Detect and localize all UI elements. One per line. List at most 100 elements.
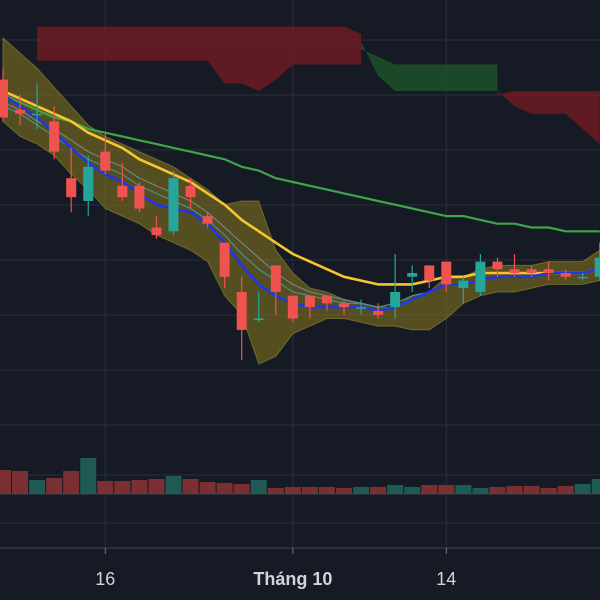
candle <box>100 132 111 175</box>
x-tick-label: Tháng 10 <box>253 569 332 589</box>
candle <box>253 291 264 323</box>
x-tick-label: 16 <box>95 569 115 589</box>
candle-body <box>49 121 60 152</box>
candle <box>526 265 537 277</box>
candle <box>509 254 520 277</box>
candle <box>475 254 486 296</box>
candle <box>441 261 452 292</box>
candle-body <box>304 295 315 308</box>
candle-body <box>117 185 128 198</box>
volume-bar <box>0 470 11 494</box>
candle-body <box>356 307 367 309</box>
candle <box>390 254 401 319</box>
candle <box>151 216 162 239</box>
candle-body <box>475 261 486 292</box>
candle-body <box>424 265 435 281</box>
ma-yellow-line <box>2 89 600 286</box>
candle <box>0 68 8 122</box>
volume-bar <box>80 458 97 494</box>
candle-body <box>0 79 8 118</box>
candle-body <box>32 113 43 116</box>
candle-body <box>390 291 401 308</box>
candle-body <box>66 178 77 198</box>
candle-body <box>407 273 418 277</box>
cloud-bear <box>37 26 362 92</box>
candle <box>373 303 384 319</box>
volume-bar <box>29 480 46 494</box>
volume-bar <box>97 481 114 494</box>
volume-bar <box>199 482 216 494</box>
cloud-bear <box>497 91 600 145</box>
x-axis: 16 Tháng 10 14 <box>0 547 600 589</box>
volume-bar <box>46 478 63 494</box>
candle <box>577 273 588 281</box>
candle-body <box>202 216 213 224</box>
candle <box>356 299 367 315</box>
candle-body <box>339 303 349 308</box>
volume-bar <box>523 486 540 494</box>
candle-body <box>253 318 264 320</box>
volume-bar <box>370 487 387 494</box>
candle <box>321 295 332 311</box>
candles <box>0 68 600 361</box>
candle <box>219 242 230 289</box>
candle <box>492 257 503 277</box>
volume-bar <box>148 479 165 494</box>
volume-bar <box>216 483 233 494</box>
volume-bar <box>489 487 506 494</box>
candle <box>270 265 281 315</box>
volume-bar <box>336 488 352 494</box>
candle-body <box>134 185 145 209</box>
volume-bar <box>591 479 600 494</box>
candle <box>168 170 179 236</box>
candle-body <box>560 273 571 277</box>
ma-blue-line <box>2 93 600 313</box>
candle <box>407 265 418 292</box>
volume-bar <box>63 471 80 494</box>
volume-bar <box>574 484 591 494</box>
volume-bar <box>353 487 370 494</box>
candle-body <box>151 227 162 236</box>
candle <box>304 295 315 319</box>
volume-bar <box>404 487 421 494</box>
candle-body <box>543 269 554 273</box>
candle-body <box>458 280 469 289</box>
x-tick-label: 14 <box>436 569 456 589</box>
candle-body <box>594 257 600 277</box>
volume-bar <box>421 485 438 494</box>
volume-bar <box>284 487 301 494</box>
candle-body <box>100 151 111 171</box>
volume-bar <box>182 479 199 494</box>
ma-green-line <box>2 93 600 233</box>
candle <box>339 299 349 315</box>
candle <box>543 261 554 281</box>
volume-bar <box>12 471 29 494</box>
candle-body <box>236 291 247 330</box>
volume-bar <box>131 480 148 494</box>
candle <box>424 265 435 289</box>
candle <box>66 147 77 213</box>
candle <box>32 83 43 129</box>
candle <box>83 155 94 217</box>
candle-body <box>526 269 537 273</box>
candle-body <box>287 295 298 319</box>
candle <box>236 276 247 361</box>
candle-body <box>373 310 384 315</box>
volume-bar <box>267 488 284 494</box>
candle-body <box>270 265 281 292</box>
candle <box>458 276 469 304</box>
candle <box>15 94 26 126</box>
candle <box>202 212 213 228</box>
candle-body <box>185 185 196 198</box>
candle <box>134 182 145 213</box>
volume-bar <box>472 488 489 494</box>
candle-body <box>15 109 26 114</box>
candle <box>117 163 128 201</box>
candle <box>49 106 60 160</box>
ichimoku-cloud <box>37 26 600 145</box>
volume-bars <box>0 458 600 495</box>
candle-body <box>577 276 588 279</box>
volume-bar <box>506 486 523 494</box>
